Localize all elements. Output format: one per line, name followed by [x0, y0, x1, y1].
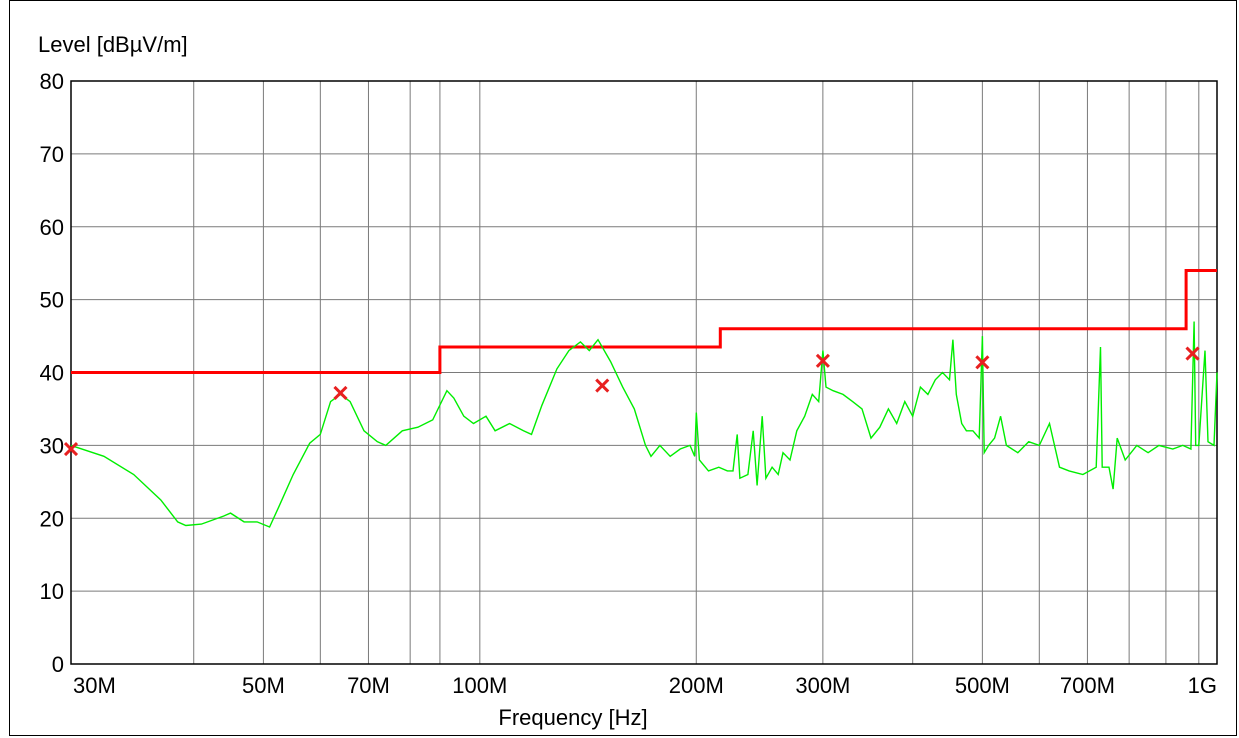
x-tick-label: 200M	[669, 673, 724, 698]
peak-marker	[1185, 346, 1200, 361]
chart-frame	[9, 0, 1237, 736]
peak-marker	[595, 378, 610, 393]
peak-marker-stroke	[63, 441, 79, 457]
peak-marker-stroke	[595, 378, 610, 393]
peak-marker	[333, 385, 348, 400]
y-tick-label: 20	[40, 506, 64, 531]
peak-marker-stroke	[815, 353, 830, 368]
y-axis-label: Level [dBµV/m]	[38, 32, 188, 57]
y-tick-label: 80	[40, 69, 64, 94]
x-tick-label: 100M	[452, 673, 507, 698]
peak-marker	[975, 355, 990, 370]
x-tick-label: 300M	[795, 673, 850, 698]
x-tick-label: 50M	[242, 673, 285, 698]
x-tick-label: 500M	[955, 673, 1010, 698]
peak-marker-stroke	[1185, 346, 1200, 361]
measurement-line	[70, 321, 1218, 528]
limit-line	[71, 269, 1217, 374]
peak-marker	[63, 441, 79, 457]
y-tick-label: 70	[40, 142, 64, 167]
x-tick-label: 1G	[1188, 673, 1217, 698]
y-tick-labels: 0 10 20 30 40 50 60 70 80	[40, 69, 64, 677]
x-tick-label: 70M	[347, 673, 390, 698]
y-tick-label: 10	[40, 579, 64, 604]
y-tick-label: 50	[40, 288, 64, 313]
y-tick-label: 40	[40, 361, 64, 386]
y-tick-label: 0	[52, 652, 64, 677]
peak-marker	[815, 353, 830, 368]
y-tick-label: 30	[40, 433, 64, 458]
series-layer	[70, 269, 1218, 528]
x-tick-label: 700M	[1060, 673, 1115, 698]
marker-layer	[63, 346, 1200, 457]
x-axis-label: Frequency [Hz]	[498, 705, 647, 730]
peak-marker-stroke	[333, 385, 348, 400]
peak-marker-stroke	[975, 355, 990, 370]
x-tick-label: 30M	[73, 673, 116, 698]
x-tick-labels: 30M 50M 70M 100M 200M 300M 500M 700M 1G	[73, 673, 1217, 698]
y-tick-label: 60	[40, 215, 64, 240]
